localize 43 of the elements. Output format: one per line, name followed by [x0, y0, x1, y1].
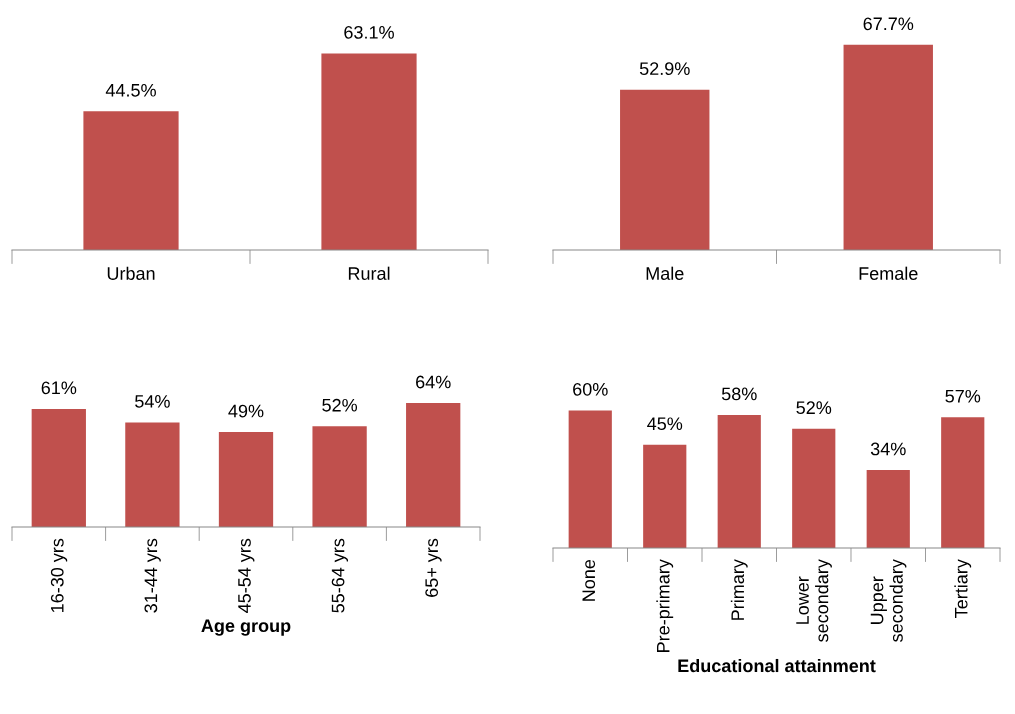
- data-label: 52%: [796, 401, 832, 415]
- x-tick-label: 31-44 yrs: [144, 538, 161, 613]
- bar: [643, 444, 687, 548]
- x-tick-label: Male: [646, 266, 684, 280]
- data-label: 61%: [41, 381, 77, 395]
- x-tick-label: Rural: [348, 266, 390, 280]
- data-label: 52.9%: [639, 62, 690, 76]
- data-label: 67.7%: [863, 17, 914, 31]
- x-tick-label: Pre-primary: [656, 559, 674, 652]
- data-label: 64%: [416, 375, 451, 389]
- x-tick-label: Primary: [730, 559, 748, 620]
- data-label: 57%: [945, 389, 981, 403]
- data-label: 45%: [647, 417, 683, 431]
- data-label: 60%: [573, 382, 608, 396]
- data-label: 54%: [135, 395, 170, 408]
- x-tick-label: 45-54 yrs: [238, 538, 255, 613]
- x-tick-label: Tertiary: [954, 559, 972, 618]
- data-label: 34%: [870, 442, 906, 456]
- x-axis-title: Age group: [201, 619, 291, 636]
- data-label: 52%: [322, 398, 358, 412]
- data-label: 63.1%: [344, 25, 394, 39]
- x-tick-label: Urban: [107, 266, 155, 280]
- x-tick-label: None: [582, 559, 596, 601]
- bar: [31, 408, 86, 527]
- bar: [125, 422, 180, 527]
- data-label: 49%: [228, 404, 264, 418]
- bar: [792, 428, 836, 548]
- bar: [717, 414, 761, 548]
- x-tick-label: Upper secondary: [870, 559, 907, 642]
- x-tick-label: 65+ yrs: [425, 538, 442, 597]
- bar: [568, 410, 612, 548]
- x-tick-label: Female: [859, 266, 918, 280]
- bar: [406, 403, 461, 527]
- data-label: 44.5%: [105, 83, 156, 97]
- bar: [941, 417, 985, 548]
- bar: [866, 470, 910, 548]
- data-label: 58%: [721, 387, 757, 401]
- x-tick-label: 16-30 yrs: [50, 538, 68, 612]
- x-axis-title: Educational attainment: [678, 658, 876, 673]
- x-tick-label: 55-64 yrs: [331, 538, 349, 613]
- bar: [312, 426, 367, 527]
- bar: [218, 432, 274, 527]
- x-tick-label: Lower secondary: [796, 559, 832, 642]
